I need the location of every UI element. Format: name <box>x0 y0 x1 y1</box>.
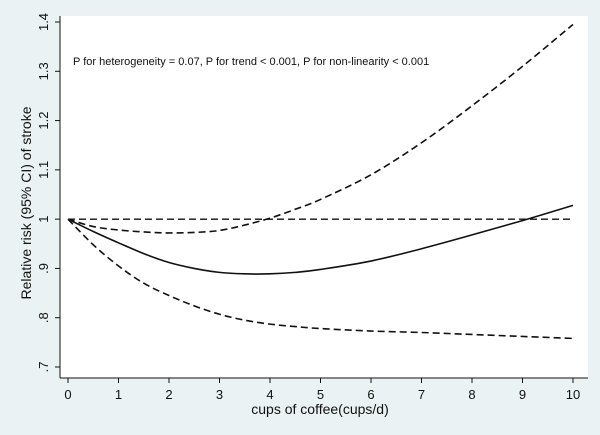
y-tick-label: .9 <box>36 263 51 274</box>
series-line-estimate <box>67 204 574 275</box>
series-group <box>67 23 574 340</box>
y-tick-label: 1.3 <box>36 62 51 80</box>
plot-area <box>60 16 588 378</box>
x-tick-label: 4 <box>266 387 273 402</box>
y-tick-label: 1.4 <box>36 13 51 31</box>
y-tick-label: .7 <box>36 362 51 373</box>
x-tick-label: 0 <box>64 387 71 402</box>
x-tick-label: 8 <box>468 387 475 402</box>
series-line-upper-ci <box>67 23 574 234</box>
x-tick-label: 3 <box>216 387 223 402</box>
x-axis-title: cups of coffee(cups/d) <box>251 401 388 417</box>
y-tick-label: .8 <box>36 312 51 323</box>
y-ticks: .7 .8 .9 1 1.1 1.2 1.3 1.4 <box>36 13 60 372</box>
y-axis-title: Relative risk (95% CI) of stroke <box>18 106 34 299</box>
x-tick-label: 2 <box>165 387 172 402</box>
x-tick-label: 7 <box>418 387 425 402</box>
y-tick-label: 1.2 <box>36 112 51 130</box>
x-tick-label: 9 <box>519 387 526 402</box>
x-ticks: 0 1 2 3 4 5 6 7 8 9 10 <box>64 378 580 402</box>
x-tick-label: 10 <box>566 387 580 402</box>
x-tick-label: 5 <box>317 387 324 402</box>
x-tick-label: 1 <box>115 387 122 402</box>
y-tick-label: 1 <box>36 216 51 223</box>
x-tick-label: 6 <box>367 387 374 402</box>
series-line-lower-ci <box>67 218 574 340</box>
annotation-text: P for heterogeneity = 0.07, P for trend … <box>73 56 429 68</box>
y-tick-label: 1.1 <box>36 161 51 179</box>
